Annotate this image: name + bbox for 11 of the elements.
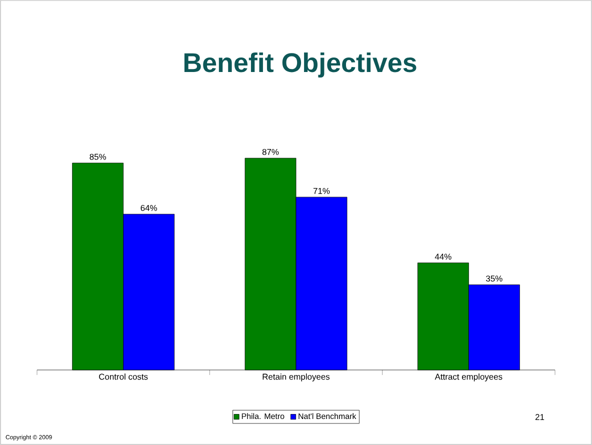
text: 21 <box>535 414 544 420</box>
x-tick-label: Control costs <box>99 374 148 380</box>
chart-title: Benefit Objectives <box>184 52 416 78</box>
data-label: 64% <box>140 204 158 211</box>
data-label: 71% <box>313 188 330 194</box>
data-label: 85% <box>90 154 106 160</box>
data-label: 44% <box>434 254 452 260</box>
data-label: 35% <box>486 276 502 282</box>
x-tick-label: Retain employees <box>262 374 330 382</box>
data-label: 87% <box>262 148 279 155</box>
x-tick-label: Attract employees <box>434 374 502 382</box>
